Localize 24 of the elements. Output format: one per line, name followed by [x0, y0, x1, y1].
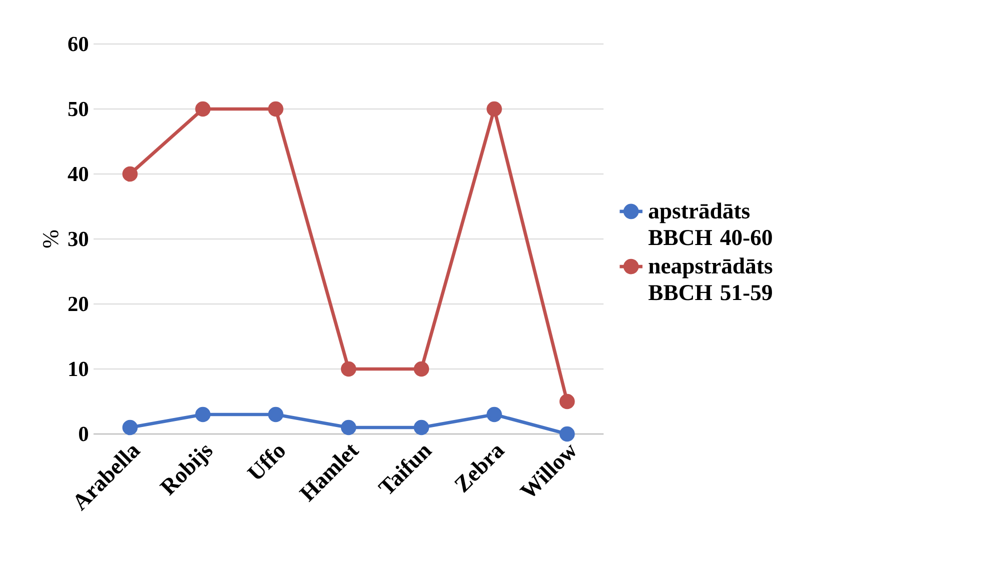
point: [268, 406, 284, 422]
point: [414, 361, 430, 377]
y-tick-label: 50: [68, 102, 88, 116]
point: [486, 101, 502, 117]
y-axis-title: %: [43, 230, 58, 248]
y-tick-label: 30: [68, 232, 88, 246]
point: [559, 394, 575, 410]
point: [414, 420, 430, 436]
y-tick-label: 60: [68, 36, 88, 52]
y-tick-label: 10: [69, 362, 88, 376]
point: [559, 426, 575, 442]
point: [195, 406, 211, 422]
point: [122, 420, 138, 436]
x-tick-label: Uffo: [246, 446, 285, 479]
point: [486, 406, 502, 422]
y-tick-label: 40: [68, 166, 88, 182]
legend-label: neapstrādāts BBCH 51-59: [648, 258, 772, 300]
y-tick-label: 20: [68, 296, 88, 312]
point: [195, 101, 211, 117]
point: [122, 166, 138, 182]
point: [340, 420, 356, 436]
point: [340, 361, 356, 377]
y-tick-label: 0: [79, 426, 88, 442]
point: [268, 101, 284, 117]
